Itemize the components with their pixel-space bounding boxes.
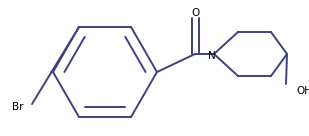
Text: Br: Br [12,102,23,112]
Text: O: O [191,8,199,18]
Text: OH: OH [296,86,309,96]
Text: N: N [208,51,216,61]
